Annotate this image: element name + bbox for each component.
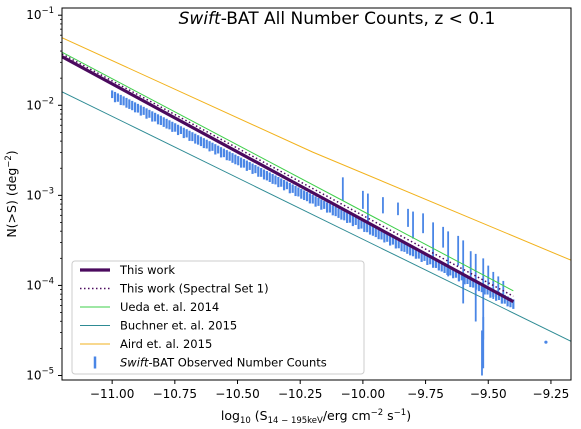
legend-label-observed: Swift-BAT Observed Number Counts	[120, 356, 327, 370]
y-axis-label: N(>S) (deg−2)	[4, 150, 19, 237]
legend-label-3: Buchner et. al. 2015	[120, 319, 237, 333]
y-axis: 10−1 10−2 10−3 10−4 10−5	[26, 6, 62, 382]
series-line-3	[62, 91, 571, 342]
y-tick-label: 10−1	[26, 6, 54, 22]
observed-point	[544, 340, 548, 344]
x-tick-label: −9.50	[470, 387, 507, 401]
x-tick-label: −10.50	[215, 387, 259, 401]
series-line-1	[62, 53, 514, 297]
plot-frame	[61, 7, 572, 381]
legend: This work This work (Spectral Set 1) Ueda …	[71, 260, 365, 375]
x-tick-label: −9.25	[533, 387, 570, 401]
y-tick-label: 10−5	[26, 366, 54, 382]
series-line-2	[62, 51, 514, 292]
legend-label-4: Aird et. al. 2015	[120, 337, 212, 351]
legend-box	[71, 260, 365, 375]
y-tick-label: 10−4	[26, 276, 54, 292]
x-axis: −11.00 −10.75 −10.50 −10.25 −10.00 −9.75 −9.50…	[90, 380, 569, 401]
x-axis-label: log10 (S14 − 195keV/erg cm−2 s−1)	[221, 408, 411, 426]
x-tick-label: −9.75	[407, 387, 444, 401]
legend-label-2: Ueda et. al. 2014	[120, 300, 219, 314]
series-line-0	[62, 55, 515, 304]
y-tick-label: 10−3	[26, 186, 54, 202]
x-tick-label: −10.00	[341, 387, 385, 401]
x-tick-label: −11.00	[90, 387, 134, 401]
x-tick-label: −10.25	[278, 387, 322, 401]
legend-label-1: This work (Spectral Set 1)	[119, 282, 269, 296]
y-tick-label: 10−2	[26, 96, 54, 112]
x-tick-label: −10.75	[153, 387, 197, 401]
chart-title: Swift-BAT All Number Counts, z < 0.1	[179, 9, 496, 29]
legend-label-0: This work	[119, 263, 175, 277]
series-line-4	[62, 37, 571, 261]
